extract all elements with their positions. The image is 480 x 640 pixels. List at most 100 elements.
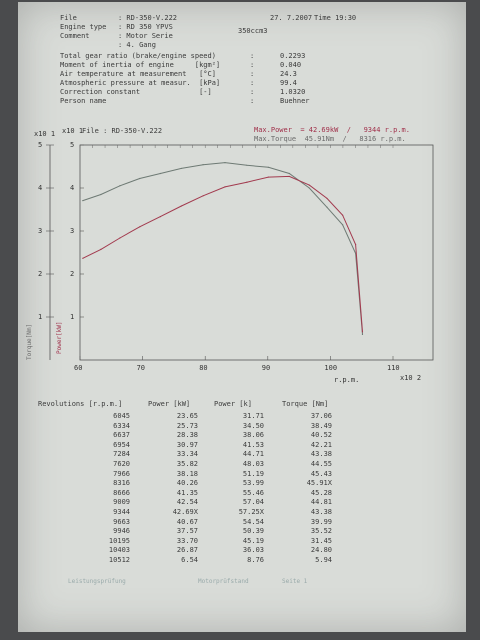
data-point-torque	[82, 200, 84, 202]
x-tick-label: 110	[387, 364, 400, 372]
y-tick-label-torque: 1	[38, 313, 42, 321]
y-tick-label-power: 3	[70, 227, 74, 235]
data-point-torque	[288, 172, 290, 175]
table-cell: 6045	[113, 412, 130, 420]
table-cell: 9663	[113, 517, 130, 526]
table-cell: 42.69X	[172, 508, 198, 516]
param-sep: :	[250, 70, 255, 78]
y-tick-label-torque: 3	[38, 227, 42, 235]
table-cell: 40.52	[310, 431, 332, 440]
param-label: Atmospheric pressure at measur. [kPa]	[60, 79, 221, 87]
data-point-power	[82, 257, 84, 259]
data-point-torque	[224, 161, 226, 164]
series-line-torque	[82, 162, 363, 335]
table-cell: 44.81	[310, 498, 332, 507]
table-cell: 57.04	[242, 498, 264, 507]
table-cell: 7620	[113, 460, 130, 468]
param-label: Correction constant [-]	[60, 88, 212, 96]
data-point-torque	[139, 177, 141, 180]
table-cell: 10195	[108, 536, 130, 545]
comment-label: Comment	[60, 32, 90, 40]
table-cell: 43.38	[310, 508, 332, 516]
table-cell: 8.76	[247, 556, 264, 564]
table-cell: 8666	[113, 488, 130, 497]
y-multiplier-right: x10 1	[62, 127, 84, 135]
table-cell: 7284	[113, 450, 130, 459]
table-cell: 9946	[113, 527, 130, 536]
data-point-torque	[180, 167, 183, 170]
x-axis-label: r.p.m.	[334, 376, 360, 384]
table-cell: 39.99	[310, 517, 332, 526]
x-tick-label: 70	[137, 364, 145, 372]
data-point-power	[326, 197, 328, 200]
table-cell: 6954	[113, 440, 130, 449]
x-tick-label: 80	[199, 364, 207, 372]
table-cell: 45.28	[310, 488, 332, 497]
table-cell: 30.97	[176, 440, 198, 449]
param-value: 0.040	[280, 61, 302, 69]
table-cell: 36.03	[242, 546, 264, 555]
x-multiplier: x10 2	[400, 374, 422, 382]
table-cell: 38.06	[242, 431, 264, 440]
table-cell: 51.19	[242, 469, 264, 478]
data-point-power	[224, 186, 226, 188]
footer-right: Seite 1	[282, 578, 308, 585]
param-value: 0.2293	[280, 52, 306, 60]
table-cell: 43.38	[310, 450, 332, 459]
plot-frame	[79, 144, 434, 361]
table-cell: 9344	[113, 508, 130, 516]
data-point-torque	[267, 166, 269, 168]
table-cell: 9009	[113, 498, 130, 507]
file-value: : RD-350-V.222	[118, 14, 178, 22]
y-tick-label-torque: 5	[38, 141, 42, 149]
time-value: Time 19:30	[314, 14, 357, 22]
data-point-torque	[342, 224, 344, 226]
power-axis-label: Power[kW]	[56, 321, 63, 354]
param-label: Total gear ratio (brake/engine speed)	[60, 52, 216, 60]
param-label: Air temperature at measurement [°C]	[60, 70, 216, 78]
table-cell: 40.67	[176, 517, 198, 526]
table-cell: 44.55	[310, 460, 332, 468]
footer-left: Leistungsprüfung	[68, 578, 126, 585]
max-torque-label: Max.Torque 45.91Nm / 8316 r.p.m.	[254, 135, 406, 143]
table-cell: 37.57	[176, 527, 198, 536]
torque-axis-label: Torque[Nm]	[26, 323, 33, 360]
table-cell: 25.73	[176, 421, 198, 430]
table-cell: 31.45	[310, 536, 332, 545]
table-cell: 33.70	[176, 536, 198, 545]
data-point-torque	[202, 164, 204, 166]
comment-value-1: : Motor Serie	[118, 32, 173, 40]
data-point-torque	[100, 193, 102, 196]
y-tick-label-torque: 2	[38, 270, 42, 278]
table-cell: 31.71	[242, 412, 264, 420]
printout-page: File : RD-350-V.222 27. 7.2007 Time 19:3…	[18, 2, 466, 632]
footer-mid: Motorprüfstand	[198, 578, 249, 585]
table-cell: 54.54	[242, 517, 264, 526]
x-tick-label: 60	[74, 364, 82, 372]
engine-label: Engine type	[60, 23, 107, 31]
data-point-power	[342, 214, 344, 216]
table-cell: 50.39	[242, 527, 264, 536]
table-cell: 53.99	[242, 479, 264, 488]
table-header: Power [kW]	[148, 400, 191, 408]
y-multiplier: x10 1	[34, 130, 56, 138]
data-point-power	[267, 176, 269, 178]
data-point-torque	[119, 185, 121, 187]
max-power-label: Max.Power = 42.69kW / 9344 r.p.m.	[254, 126, 410, 134]
param-value: Buehner	[280, 97, 310, 105]
y-tick-label-power: 1	[70, 313, 74, 321]
comment-value-2: : 4. Gang	[118, 41, 156, 49]
table-cell: 24.80	[310, 546, 332, 555]
param-sep: :	[250, 61, 255, 69]
data-point-torque	[326, 206, 328, 208]
data-point-power	[288, 175, 290, 178]
table-cell: 42.21	[310, 440, 332, 449]
table-header: Revolutions [r.p.m.]	[38, 400, 123, 408]
table-cell: 57.25X	[238, 508, 264, 516]
ccm-value: 350ccm3	[238, 27, 268, 35]
x-tick-label: 100	[324, 364, 337, 372]
param-label: Person name	[60, 97, 107, 105]
table-cell: 6334	[113, 421, 130, 430]
y-tick-label-torque: 4	[38, 184, 42, 192]
chart-file-label: File : RD-350-V.222	[82, 127, 163, 135]
